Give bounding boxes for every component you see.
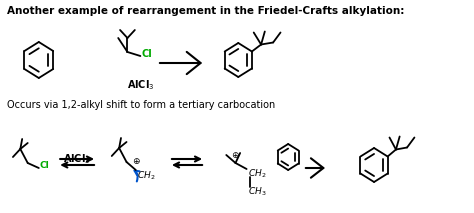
FancyArrowPatch shape	[135, 171, 139, 181]
Text: Cl: Cl	[141, 49, 152, 59]
Text: $\oplus$: $\oplus$	[231, 150, 240, 160]
Text: $CH_2$: $CH_2$	[137, 170, 155, 183]
Text: Cl: Cl	[40, 161, 49, 170]
Text: $CH_3$: $CH_3$	[247, 185, 266, 197]
Text: Another example of rearrangement in the Friedel-Crafts alkylation:: Another example of rearrangement in the …	[8, 6, 405, 16]
Text: Occurs via 1,2-alkyl shift to form a tertiary carbocation: Occurs via 1,2-alkyl shift to form a ter…	[8, 100, 276, 110]
Text: $\oplus$: $\oplus$	[132, 156, 141, 166]
Text: $CH_2$: $CH_2$	[247, 167, 266, 180]
Text: AlCl$_3$: AlCl$_3$	[63, 152, 90, 166]
Text: AlCl$_3$: AlCl$_3$	[127, 78, 154, 92]
